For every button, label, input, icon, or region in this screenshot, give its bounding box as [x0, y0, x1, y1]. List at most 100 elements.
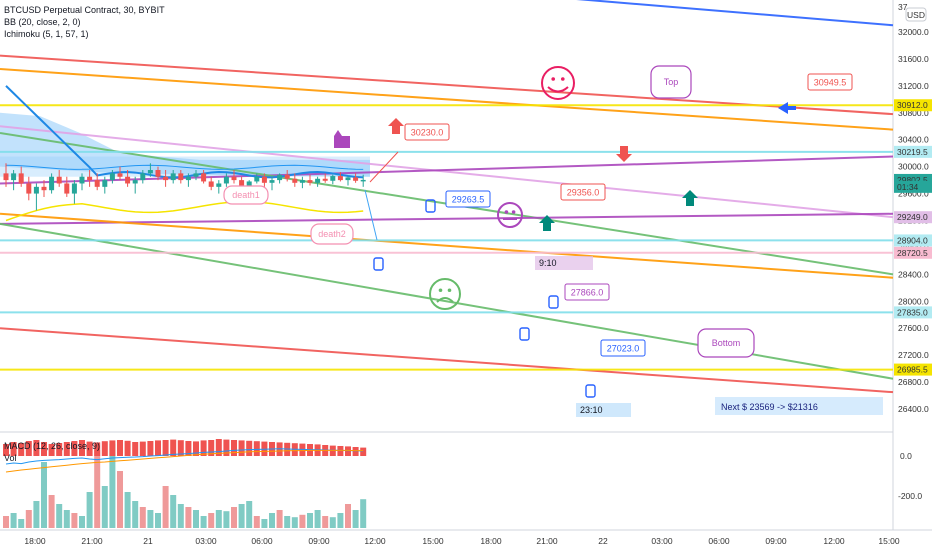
indicator-lines — [5, 85, 364, 222]
price-badge — [894, 306, 932, 319]
macd-hist-bar — [200, 440, 207, 456]
candlesticks — [3, 163, 366, 211]
candle-body — [170, 173, 176, 181]
callout-box — [650, 65, 692, 99]
volume-bar — [352, 510, 359, 528]
volume-bar — [269, 513, 275, 528]
candle-body — [261, 176, 267, 183]
macd-hist-bar — [41, 442, 47, 456]
macd-pane — [3, 439, 367, 528]
macd-hist-bar — [360, 447, 367, 456]
time-box-label: 9:10 — [539, 258, 557, 268]
candle-body — [147, 170, 153, 174]
volume-bar — [79, 516, 85, 528]
candle-body — [94, 180, 100, 187]
candle-body — [254, 176, 260, 182]
price-badge — [894, 246, 932, 259]
price-badge-label: 30219.5 — [897, 147, 928, 157]
volume-bar — [337, 513, 344, 528]
candle-body — [223, 176, 229, 184]
candle-body — [353, 177, 359, 181]
sad-face-icon-eye — [438, 288, 443, 293]
arrow-down-icon — [616, 146, 632, 162]
candle-body — [269, 180, 275, 183]
time-tick-label: 15:00 — [422, 536, 444, 546]
volume-bar — [284, 516, 291, 528]
candle-body — [208, 181, 214, 187]
trendline-0 — [576, 0, 894, 27]
candle-body — [231, 176, 237, 181]
price-tick-label: 30000.0 — [898, 162, 929, 172]
cat-icon — [334, 130, 350, 148]
callout-box — [310, 223, 354, 245]
price-axis: 32000.0 31600.0 31200.0 30800.0 30400.0 30000… — [894, 2, 932, 501]
macd-hist-bar — [109, 440, 116, 456]
candle-body — [185, 176, 191, 181]
callout-box — [697, 328, 755, 358]
macd-hist-bar — [63, 442, 70, 456]
volume-bar — [124, 492, 131, 528]
macd-hist-bar — [162, 440, 169, 456]
candle-body — [102, 180, 108, 187]
time-tick-label: 21 — [143, 536, 153, 546]
candle-body — [337, 176, 343, 181]
callout-label: Bottom — [712, 338, 741, 348]
macd-hist-bar — [86, 441, 93, 456]
price-badge — [894, 180, 932, 193]
bb-indicator-label[interactable]: BB (20, close, 2, 0) — [4, 17, 81, 27]
candle-body — [87, 176, 93, 181]
bb-upper-line — [5, 164, 364, 170]
price-tag-label: 27023.0 — [607, 344, 640, 354]
price-tag-label: 29263.5 — [452, 195, 485, 205]
bb-lower-line — [5, 200, 364, 222]
cloud-area — [0, 112, 370, 177]
volume-bar — [223, 511, 230, 528]
macd-legend: MACD (12, 26, close, 9) Vol — [4, 440, 100, 464]
macd-tick-label: 0.0 — [900, 451, 912, 461]
volume-bar — [109, 444, 116, 528]
time-tick-label: 03:00 — [195, 536, 217, 546]
candle-body — [155, 170, 161, 177]
candle-body — [64, 183, 70, 194]
volume-bar — [231, 507, 237, 528]
hand-pointer-icon — [373, 257, 384, 271]
candle-body — [117, 173, 123, 177]
candle-body — [163, 176, 169, 181]
macd-hist-bar — [101, 441, 108, 456]
macd-hist-bar — [238, 440, 245, 456]
candle-body — [56, 176, 62, 184]
hand-pointer-icon — [519, 327, 530, 341]
currency-badge-label: USD — [907, 10, 925, 20]
price-axis-bg — [893, 0, 932, 550]
price-tick-label: 30800.0 — [898, 108, 929, 118]
macd-hist-bar — [117, 440, 123, 456]
candle-body — [292, 178, 298, 183]
price-badge-label: 28720.5 — [897, 248, 928, 258]
volume-indicator-label[interactable]: Vol — [4, 453, 17, 463]
happy-face-icon-eye — [561, 77, 565, 81]
macd-hist-bar — [33, 440, 40, 456]
macd-hist-bar — [185, 441, 192, 456]
price-tick-label: 37 — [898, 2, 908, 12]
volume-bar — [25, 510, 32, 528]
macd-hist-bar — [337, 446, 344, 456]
candle-body — [322, 178, 328, 181]
volume-bar — [253, 516, 260, 528]
volume-bar — [63, 510, 70, 528]
trendline-2 — [0, 68, 894, 131]
ichimoku-indicator-label[interactable]: Ichimoku (5, 1, 57, 1) — [4, 29, 89, 39]
price-tick-label: 27200.0 — [898, 350, 929, 360]
candle-body — [299, 180, 305, 183]
price-badge-label: 01:34 — [897, 182, 919, 192]
symbol-title[interactable]: BTCUSD Perpetual Contract, 30, BYBIT — [4, 5, 165, 15]
macd-indicator-label[interactable]: MACD (12, 26, close, 9) — [4, 441, 101, 451]
macd-signal-line — [5, 449, 364, 473]
price-tag-box — [600, 339, 646, 357]
volume-bar — [261, 519, 268, 528]
trendline-5 — [0, 155, 894, 185]
macd-hist-bar — [124, 440, 131, 456]
volume-bar — [10, 513, 17, 528]
price-tag-label: 27866.0 — [571, 288, 604, 298]
price-tick-label: 31200.0 — [898, 81, 929, 91]
